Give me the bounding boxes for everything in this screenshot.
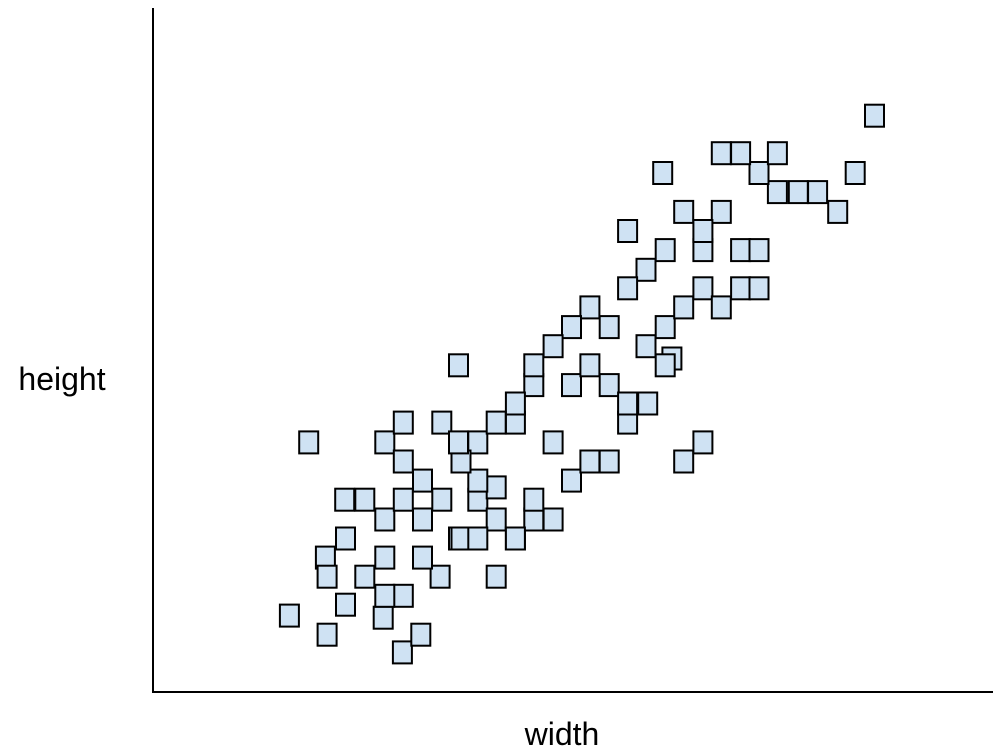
scatter-point: [298, 430, 320, 455]
scatter-point: [391, 640, 413, 665]
scatter-point: [748, 238, 770, 263]
scatter-point: [431, 410, 453, 435]
scatter-point: [654, 238, 676, 263]
scatter-point: [504, 526, 526, 551]
scatter-point: [730, 238, 752, 263]
scatter-point: [335, 526, 356, 551]
scatter-point: [431, 487, 453, 512]
scatter-point: [392, 487, 414, 512]
scatter-point: [467, 526, 489, 551]
scatter-point: [523, 353, 545, 378]
scatter-point: [598, 449, 620, 474]
scatter-point: [864, 103, 885, 128]
scatter-point: [692, 430, 714, 455]
scatter-point: [561, 468, 582, 493]
scatter-point: [485, 564, 507, 589]
scatter-point: [710, 295, 732, 320]
scatter-point: [598, 373, 620, 398]
scatter-point: [278, 603, 300, 628]
scatter-point: [448, 353, 469, 378]
scatter-point: [807, 180, 829, 205]
scatter-point: [334, 487, 356, 512]
scatter-point: [335, 592, 356, 617]
scatter-point: [412, 468, 433, 493]
scatter-point: [412, 507, 433, 532]
scatter-point: [374, 545, 396, 570]
scatter-point: [730, 276, 752, 301]
x-axis-title: width: [524, 716, 600, 752]
scatter-point: [316, 622, 338, 647]
scatter-point: [561, 315, 582, 340]
scatter-point: [485, 410, 507, 435]
scatter-point: [485, 507, 507, 532]
scatter-point: [392, 449, 414, 474]
scatter-point: [730, 141, 752, 166]
scatter-point: [710, 141, 732, 166]
scatter-point: [523, 487, 545, 512]
scatter-point: [827, 199, 849, 224]
scatter-point: [410, 622, 432, 647]
scatter-point: [579, 353, 601, 378]
scatter-point: [504, 391, 526, 416]
scatter-point: [692, 276, 714, 301]
scatter-point: [561, 373, 582, 398]
scatter-point: [692, 219, 714, 243]
scatter-point: [598, 315, 620, 340]
scatter-point: [542, 334, 564, 359]
scatter-point: [748, 161, 770, 185]
scatter-point: [412, 545, 433, 570]
scatter-point: [617, 391, 639, 416]
scatter-point: [392, 410, 414, 435]
scatter-point: [673, 295, 695, 320]
scatter-point: [354, 487, 376, 512]
scatter-point: [354, 564, 376, 589]
scatter-point: [635, 334, 657, 359]
data-points: [278, 103, 885, 665]
scatter-point: [374, 507, 396, 532]
scatter-point: [673, 449, 695, 474]
scatter-point: [673, 199, 695, 224]
scatter-point: [579, 449, 601, 474]
scatter-point: [748, 276, 770, 301]
scatter-point: [844, 161, 866, 185]
scatter-point: [637, 391, 659, 416]
scatter-point: [485, 475, 507, 500]
scatter-point: [316, 564, 338, 589]
scatter-point: [372, 605, 394, 630]
scatter-point: [652, 161, 674, 185]
scatter-point: [523, 507, 545, 532]
scatter-point: [542, 507, 564, 532]
scatter-point: [635, 257, 657, 282]
scatter-point: [617, 276, 639, 301]
scatter-point: [542, 430, 564, 455]
scatter-point: [467, 468, 489, 493]
scatter-point: [766, 141, 788, 166]
scatter-point: [617, 219, 639, 243]
scatter-point: [710, 199, 732, 224]
y-axis-title: height: [18, 361, 105, 397]
scatter-point: [654, 353, 676, 378]
scatter-point: [523, 373, 545, 398]
scatter-point: [654, 315, 676, 340]
scatter-point: [787, 180, 809, 205]
scatter-point: [448, 430, 469, 455]
scatter-point: [766, 180, 788, 205]
scatter-point: [374, 430, 396, 455]
scatter-point: [579, 295, 601, 320]
scatter-point: [429, 564, 451, 589]
scatter-point: [374, 583, 396, 608]
scatter-point: [392, 583, 414, 608]
